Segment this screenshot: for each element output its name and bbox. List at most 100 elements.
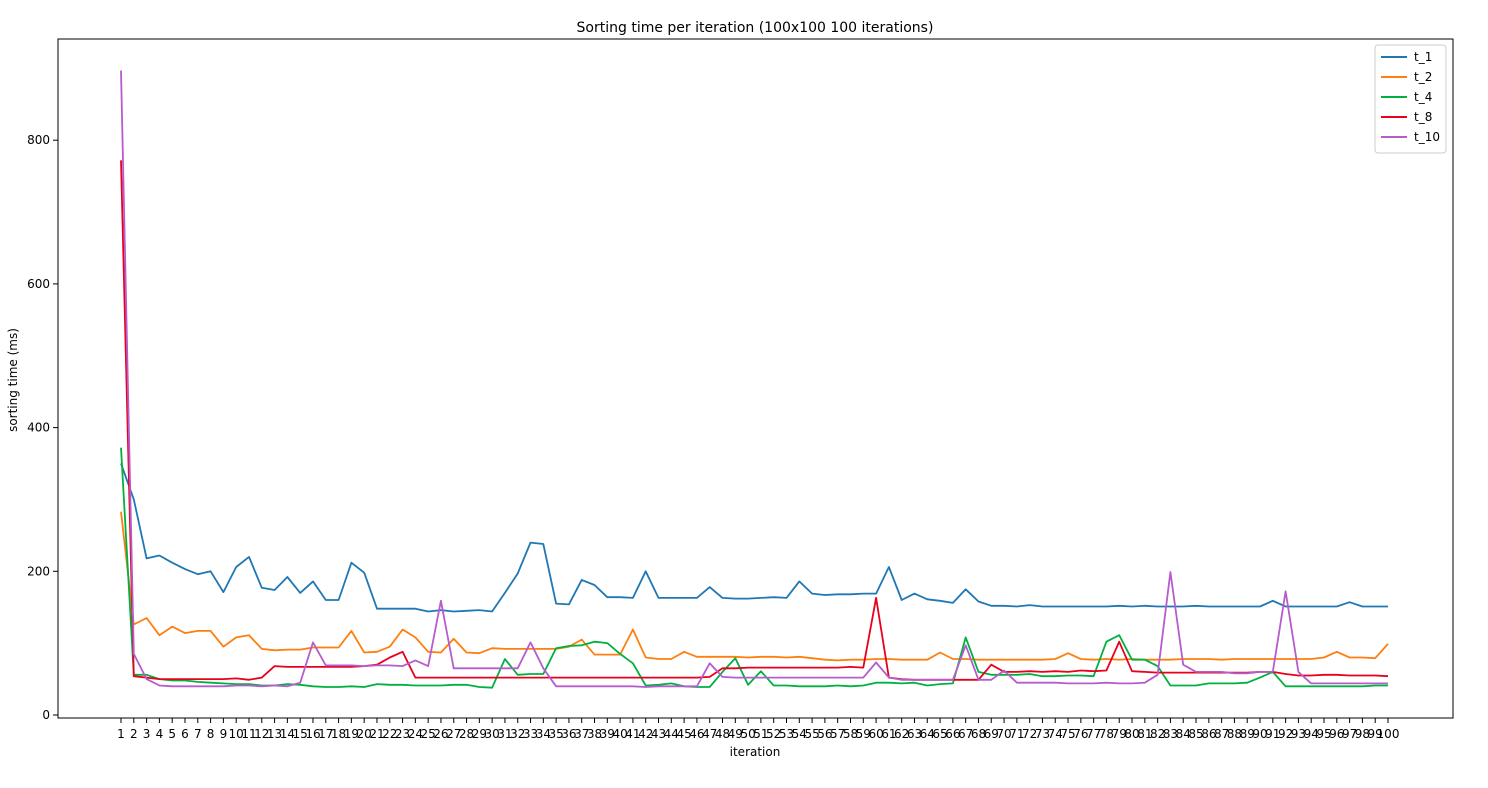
x-tick-label: 71 xyxy=(1009,727,1024,741)
series-line-t-8 xyxy=(120,160,1389,681)
plot-area xyxy=(57,38,1454,719)
x-tick-label: 53 xyxy=(779,727,794,741)
x-tick-label: 3 xyxy=(143,727,151,741)
x-tick-label: 15 xyxy=(293,727,308,741)
x-tick-label: 90 xyxy=(1252,727,1267,741)
x-tick-label: 93 xyxy=(1291,727,1306,741)
x-tick-label: 80 xyxy=(1124,727,1139,741)
x-tick-label: 64 xyxy=(920,727,935,741)
legend-box xyxy=(1374,44,1447,154)
x-tick-label: 42 xyxy=(638,727,653,741)
x-tick-label: 92 xyxy=(1278,727,1293,741)
x-tick-label: 40 xyxy=(612,727,627,741)
x-tick-label: 28 xyxy=(459,727,474,741)
x-tick-label: 62 xyxy=(894,727,909,741)
x-tick-label: 39 xyxy=(600,727,615,741)
x-tick-label: 21 xyxy=(369,727,384,741)
x-tick-label: 99 xyxy=(1368,727,1383,741)
x-tick-label: 36 xyxy=(561,727,576,741)
x-tick-label: 67 xyxy=(958,727,973,741)
x-axis-label: iteration xyxy=(730,745,781,759)
x-tick-label: 76 xyxy=(1073,727,1088,741)
series-line-t-1 xyxy=(120,463,1388,613)
legend-entry: t_10 xyxy=(1414,130,1440,144)
y-axis: 0 200 400 600 800 xyxy=(27,133,58,722)
y-tick-label: 600 xyxy=(27,277,50,291)
x-tick-label: 58 xyxy=(843,727,858,741)
x-tick-label: 100 xyxy=(1377,727,1400,741)
x-tick-label: 69 xyxy=(984,727,999,741)
x-tick-label: 88 xyxy=(1227,727,1242,741)
x-tick-label: 30 xyxy=(485,727,500,741)
x-tick-label: 97 xyxy=(1342,727,1357,741)
x-tick-label: 2 xyxy=(130,727,138,741)
x-tick-label: 46 xyxy=(689,727,704,741)
x-tick-label: 4 xyxy=(156,727,164,741)
x-tick-label: 84 xyxy=(1176,727,1191,741)
x-tick-label: 94 xyxy=(1304,727,1319,741)
x-tick-label: 18 xyxy=(331,727,346,741)
series-lines xyxy=(120,70,1389,689)
x-tick-label: 87 xyxy=(1214,727,1229,741)
y-tick-label: 200 xyxy=(27,564,50,578)
x-tick-label: 59 xyxy=(856,727,871,741)
x-tick-label: 22 xyxy=(382,727,397,741)
x-tick-label: 41 xyxy=(625,727,640,741)
x-tick-label: 38 xyxy=(587,727,602,741)
x-tick-label: 8 xyxy=(207,727,215,741)
series-line-t-2 xyxy=(120,511,1389,662)
x-tick-label: 48 xyxy=(715,727,730,741)
x-tick-label: 68 xyxy=(971,727,986,741)
x-axis: 1 2 3 4 5 6 7 8 9 1011121314151617181920212223242… xyxy=(117,718,1399,741)
x-tick-label: 6 xyxy=(181,727,189,741)
legend-entry: t_4 xyxy=(1414,90,1432,104)
x-tick-label: 9 xyxy=(220,727,228,741)
x-tick-label: 37 xyxy=(574,727,589,741)
x-tick-label: 26 xyxy=(433,727,448,741)
x-tick-label: 19 xyxy=(344,727,359,741)
x-tick-label: 95 xyxy=(1316,727,1331,741)
x-tick-label: 49 xyxy=(728,727,743,741)
x-tick-label: 16 xyxy=(305,727,320,741)
x-tick-label: 82 xyxy=(1150,727,1165,741)
x-tick-label: 73 xyxy=(1035,727,1050,741)
x-tick-label: 7 xyxy=(194,727,202,741)
x-tick-label: 43 xyxy=(651,727,666,741)
x-tick-label: 52 xyxy=(766,727,781,741)
x-tick-label: 5 xyxy=(168,727,176,741)
x-tick-label: 51 xyxy=(753,727,768,741)
x-tick-label: 89 xyxy=(1240,727,1255,741)
x-tick-label: 85 xyxy=(1188,727,1203,741)
x-tick-label: 83 xyxy=(1163,727,1178,741)
x-tick-label: 13 xyxy=(267,727,282,741)
x-tick-label: 66 xyxy=(945,727,960,741)
y-tick-label: 400 xyxy=(27,421,50,435)
x-tick-label: 79 xyxy=(1112,727,1127,741)
x-tick-label: 45 xyxy=(676,727,691,741)
x-tick-label: 17 xyxy=(318,727,333,741)
x-tick-label: 54 xyxy=(792,727,807,741)
x-tick-label: 96 xyxy=(1329,727,1344,741)
x-tick-label: 47 xyxy=(702,727,717,741)
x-tick-label: 63 xyxy=(907,727,922,741)
x-tick-label: 57 xyxy=(830,727,845,741)
x-tick-label: 75 xyxy=(1060,727,1075,741)
x-tick-label: 70 xyxy=(996,727,1011,741)
series-line-t-10 xyxy=(120,70,1388,688)
y-axis-label: sorting time (ms) xyxy=(6,328,20,432)
x-tick-label: 20 xyxy=(357,727,372,741)
x-tick-label: 11 xyxy=(241,727,256,741)
x-tick-label: 14 xyxy=(280,727,295,741)
x-tick-label: 98 xyxy=(1355,727,1370,741)
x-tick-label: 32 xyxy=(510,727,525,741)
legend-entry: t_2 xyxy=(1414,70,1432,84)
x-tick-label: 23 xyxy=(395,727,410,741)
x-tick-label: 34 xyxy=(536,727,551,741)
y-tick-label: 0 xyxy=(42,708,50,722)
x-tick-label: 60 xyxy=(868,727,883,741)
x-tick-label: 1 xyxy=(117,727,125,741)
y-tick-label: 800 xyxy=(27,133,50,147)
x-tick-label: 29 xyxy=(472,727,487,741)
x-tick-label: 27 xyxy=(446,727,461,741)
legend-entry: t_1 xyxy=(1414,50,1432,64)
